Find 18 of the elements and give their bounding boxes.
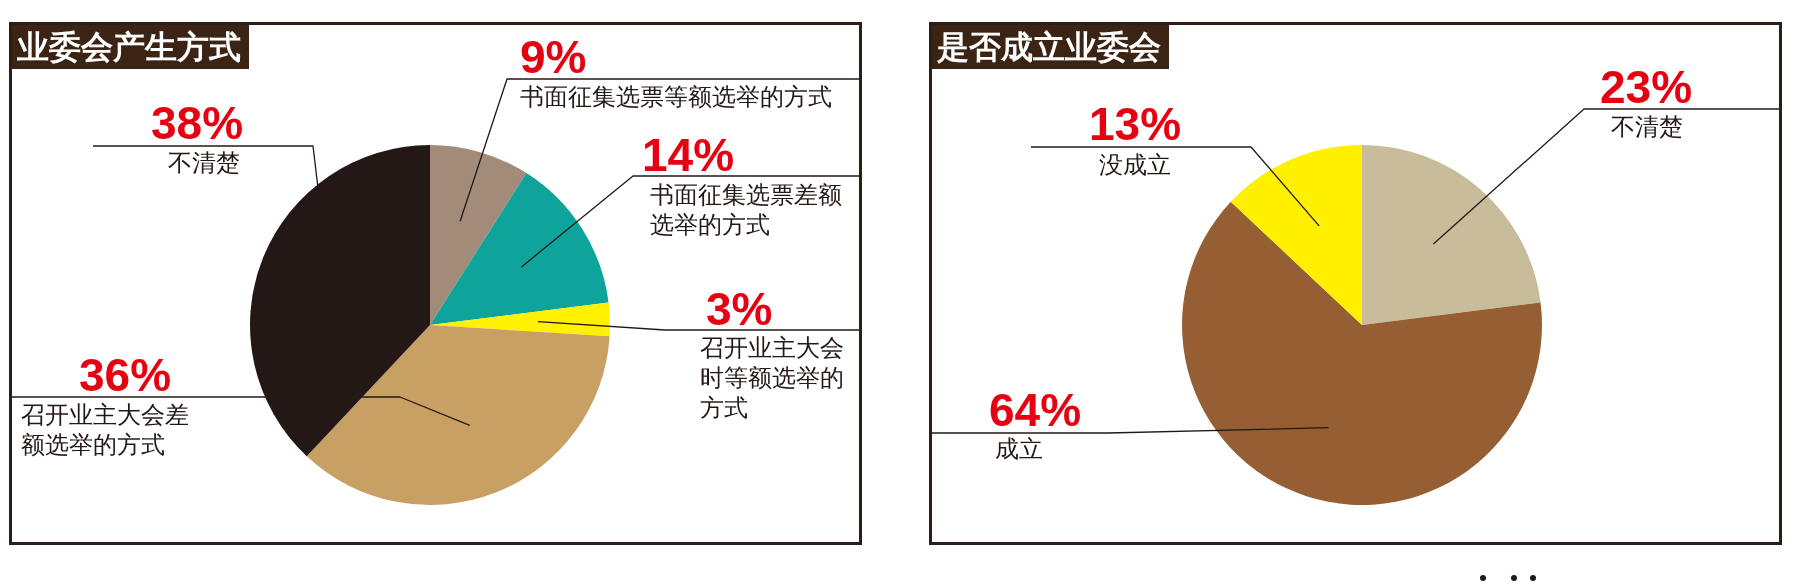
chart-title: 是否成立业委会 xyxy=(932,25,1169,69)
data-label: 3% xyxy=(706,283,773,335)
slice-label: 没成立 xyxy=(1099,151,1171,180)
data-label: 9% xyxy=(520,31,587,83)
data-label: 23% xyxy=(1600,61,1693,113)
data-label: 64% xyxy=(989,384,1082,436)
slice-label: 不清楚 xyxy=(1611,113,1683,142)
slice-label: 书面征集选票差额选举的方式 xyxy=(650,181,842,240)
slice-label: 书面征集选票等额选举的方式 xyxy=(520,83,832,112)
data-label: 13% xyxy=(1089,98,1182,150)
slice-label: 召开业主大会时等额选举的方式 xyxy=(700,334,844,423)
slice-label: 成立 xyxy=(995,435,1043,464)
slice-label: 不清楚 xyxy=(168,149,240,178)
data-label: 38% xyxy=(151,97,244,149)
data-label: 36% xyxy=(79,349,172,401)
slice-label: 召开业主大会差额选举的方式 xyxy=(21,401,189,460)
data-label: 14% xyxy=(642,129,735,181)
chart-title: 业委会产生方式 xyxy=(12,25,249,69)
